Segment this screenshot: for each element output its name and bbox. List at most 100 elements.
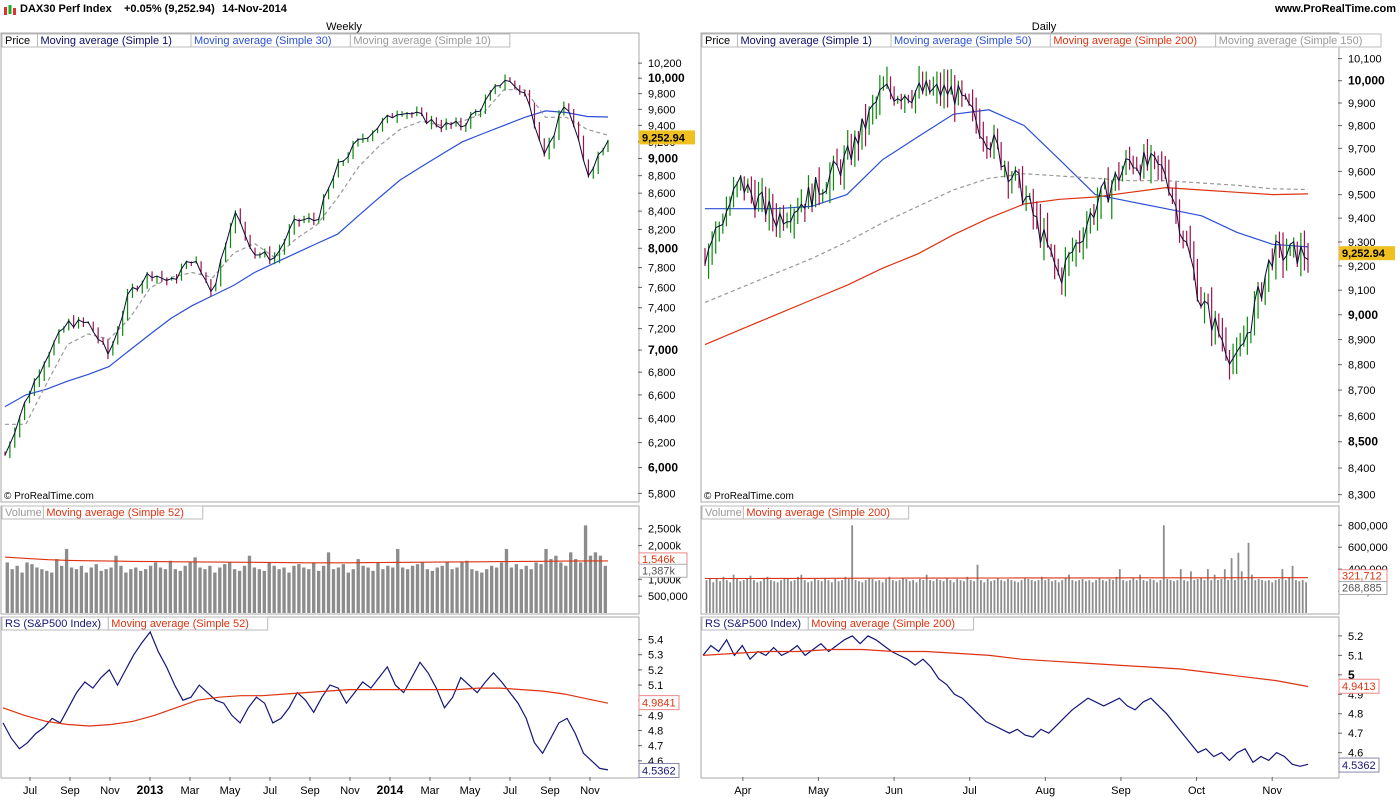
volume-bar [494,567,499,613]
volume-bar [1027,579,1030,613]
volume-bar [1139,574,1142,613]
volume-last-tag [1338,581,1388,596]
y-tick-label: 10,000 [1348,74,1385,88]
volume-bar [1193,580,1196,613]
x-tick-label: Nov [340,785,360,797]
x-tick-label: Sep [540,785,560,797]
y-tick-label: 9,300 [1348,237,1376,249]
volume-bar [1051,581,1053,613]
volume-bar [871,579,874,613]
volume-bar [861,582,864,613]
x-tick-label: 2014 [377,783,404,797]
volume-bar [908,581,911,613]
x-tick-label: Jul [23,785,37,797]
volume-bar [776,582,779,613]
y-tick-label: 9,100 [1348,285,1376,297]
legend-label: Moving average (Simple 50) [894,35,1032,47]
x-tick-label: Apr [734,785,751,797]
legend-label: Moving average (Simple 150) [1219,35,1363,47]
weekly-copyright: © ProRealTime.com [4,491,94,502]
volume-bar [841,580,843,613]
volume-bar [366,567,370,613]
legend-label: Volume [5,507,42,519]
volume-bar [35,567,39,613]
y-tick-label: 9,800 [648,89,676,101]
volume-bar [1095,580,1097,613]
y-tick-label: 4.6 [1348,748,1363,760]
volume-bar [218,567,222,613]
volume-bar [983,582,986,613]
volume-bar [232,569,237,613]
volume-bar [307,569,311,613]
y-tick-label: 8,900 [1348,335,1376,347]
y-tick-label: 8,200 [648,224,676,236]
volume-bar [1112,580,1114,613]
rs-last-tag [1338,678,1380,694]
volume-bar [824,577,826,613]
volume-bar [1264,581,1267,613]
volume-bar [888,576,891,613]
volume-bar [134,567,138,613]
volume-bar [178,570,182,613]
volume-bar [415,564,420,613]
volume-bar [139,570,143,613]
volume-bar [979,580,982,613]
volume-bar [834,579,837,613]
volume-bar [1186,581,1189,613]
volume-bar [817,580,820,613]
volume-bar [529,569,533,613]
volume-bar [252,567,257,613]
volume-bar [588,555,593,613]
volume-bar [746,577,749,613]
volume-bar [74,569,79,613]
volume-bar [736,579,738,613]
volume-bar [1129,580,1131,613]
volume-bar [578,562,583,613]
date-value: 14-Nov-2014 [222,3,287,15]
volume-bar [297,564,301,613]
volume-bar [425,569,430,613]
x-tick-label: May [460,785,481,797]
volume-bar [878,580,881,613]
rs-last-label: 4.5362 [642,766,676,778]
volume-bar [1122,580,1125,613]
rs-last-tag [638,763,680,779]
volume-bar [719,581,721,613]
volume-bar [420,562,425,613]
volume-bar [272,565,276,613]
y-tick-label: 9,200 [1348,261,1376,273]
volume-bar [593,552,598,613]
volume-bar [966,576,969,613]
last-price-tag [639,130,695,145]
volume-bar [1251,574,1253,613]
y-tick-label: 8,600 [648,188,676,200]
volume-bar [963,581,965,613]
volume-bar [874,581,877,613]
volume-bar [228,562,232,613]
volume-bar [445,562,449,613]
y-tick-label: 9,500 [1348,190,1376,202]
volume-bar [1244,580,1247,613]
x-tick-label: Sep [60,785,80,797]
volume-bar [1213,574,1216,613]
y-tick-label: 4.8 [648,726,663,738]
x-tick-label: May [220,785,241,797]
site-link[interactable]: www.ProRealTime.com [1274,3,1396,15]
volume-bar [405,569,410,613]
volume-bar [1162,525,1165,613]
volume-last-tag [638,563,688,578]
volume-bar [1010,580,1013,613]
volume-bar [1240,571,1243,613]
y-tick-label: 5.2 [1348,631,1363,643]
volume-bar [949,580,952,613]
volume-bar [742,580,745,613]
rs-last-label: 4.5362 [1342,760,1376,772]
volume-bar [902,577,904,613]
last-price-label: 9,252.94 [1342,248,1386,260]
volume-bar [773,581,776,613]
volume-bar [1305,582,1307,613]
y-tick-label: 6,200 [648,438,676,450]
legend-label: Moving average (Simple 1) [41,35,172,47]
volume-bar [1068,574,1070,613]
weekly-price-pane [0,32,640,503]
